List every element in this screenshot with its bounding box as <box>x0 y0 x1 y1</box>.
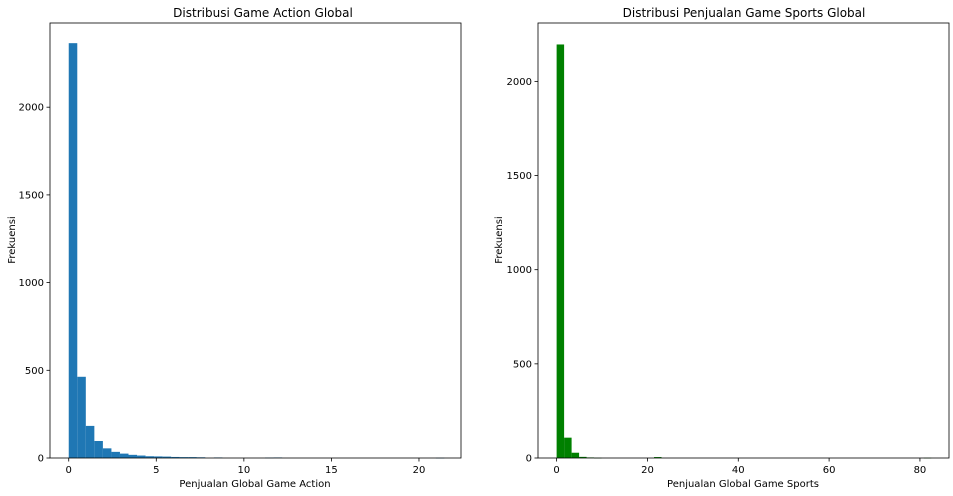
histogram-bar <box>128 454 138 458</box>
histogram-bar <box>111 451 120 458</box>
y-tick-label: 0 <box>38 454 44 465</box>
y-tick-label: 2000 <box>507 77 532 88</box>
histogram-bar <box>68 43 78 459</box>
y-tick-label: 500 <box>25 366 44 377</box>
histogram-bar <box>77 376 86 458</box>
histogram-bar <box>162 456 172 458</box>
y-tick-label: 0 <box>526 454 532 465</box>
histogram-bar <box>579 456 587 458</box>
histogram-bar <box>94 440 103 458</box>
x-axis-ticks: 0 20 40 60 80 <box>553 458 926 476</box>
plot-frame <box>49 22 462 459</box>
x-tick-label: 0 <box>553 465 559 476</box>
histogram-bar <box>179 457 189 458</box>
histogram-bar <box>564 437 572 458</box>
x-tick-label: 10 <box>237 465 250 476</box>
y-axis-label: Frekuensi <box>7 216 18 263</box>
y-tick-label: 1000 <box>19 278 44 289</box>
x-tick-label: 20 <box>641 465 654 476</box>
x-tick-label: 40 <box>732 465 745 476</box>
y-tick-label: 1500 <box>507 171 532 182</box>
chart-title: Distribusi Game Action Global <box>173 6 353 20</box>
y-axis-ticks: 0 500 1000 1500 2000 <box>507 77 538 465</box>
histogram-bar <box>654 457 662 458</box>
y-tick-label: 1500 <box>19 190 44 201</box>
histogram-bar <box>145 456 155 458</box>
y-tick-label: 2000 <box>19 103 44 114</box>
histogram-bar <box>171 456 180 458</box>
bars <box>68 43 445 459</box>
y-axis-ticks: 0 500 1000 1500 2000 <box>19 103 50 465</box>
x-axis-label: Penjualan Global Game Action <box>179 479 330 490</box>
y-axis-label: Frekuensi <box>494 216 505 263</box>
histogram-bar <box>85 425 95 458</box>
chart-title: Distribusi Penjualan Game Sports Global <box>623 6 866 20</box>
histogram-bar <box>188 457 197 458</box>
x-tick-label: 0 <box>66 465 72 476</box>
x-tick-label: 20 <box>413 465 426 476</box>
x-tick-label: 5 <box>153 465 159 476</box>
plot-frame <box>537 22 950 459</box>
histogram-bar <box>556 44 565 458</box>
chart-sports: Distribusi Penjualan Game Sports Global … <box>494 6 950 490</box>
x-axis-label: Penjualan Global Game Sports <box>667 479 819 490</box>
x-tick-label: 15 <box>325 465 338 476</box>
x-tick-label: 60 <box>823 465 836 476</box>
y-tick-label: 1000 <box>507 265 532 276</box>
histogram-bar <box>119 453 129 458</box>
histogram-bar <box>102 448 112 458</box>
chart-action: Distribusi Game Action Global 0 5 10 15 20 0… <box>7 6 462 490</box>
histogram-bar <box>137 455 146 458</box>
x-tick-label: 80 <box>914 465 927 476</box>
x-axis-ticks: 0 5 10 15 20 <box>66 458 426 476</box>
bars <box>556 44 932 459</box>
histogram-bar <box>154 456 163 458</box>
y-tick-label: 500 <box>513 359 532 370</box>
histogram-bar <box>571 452 580 458</box>
